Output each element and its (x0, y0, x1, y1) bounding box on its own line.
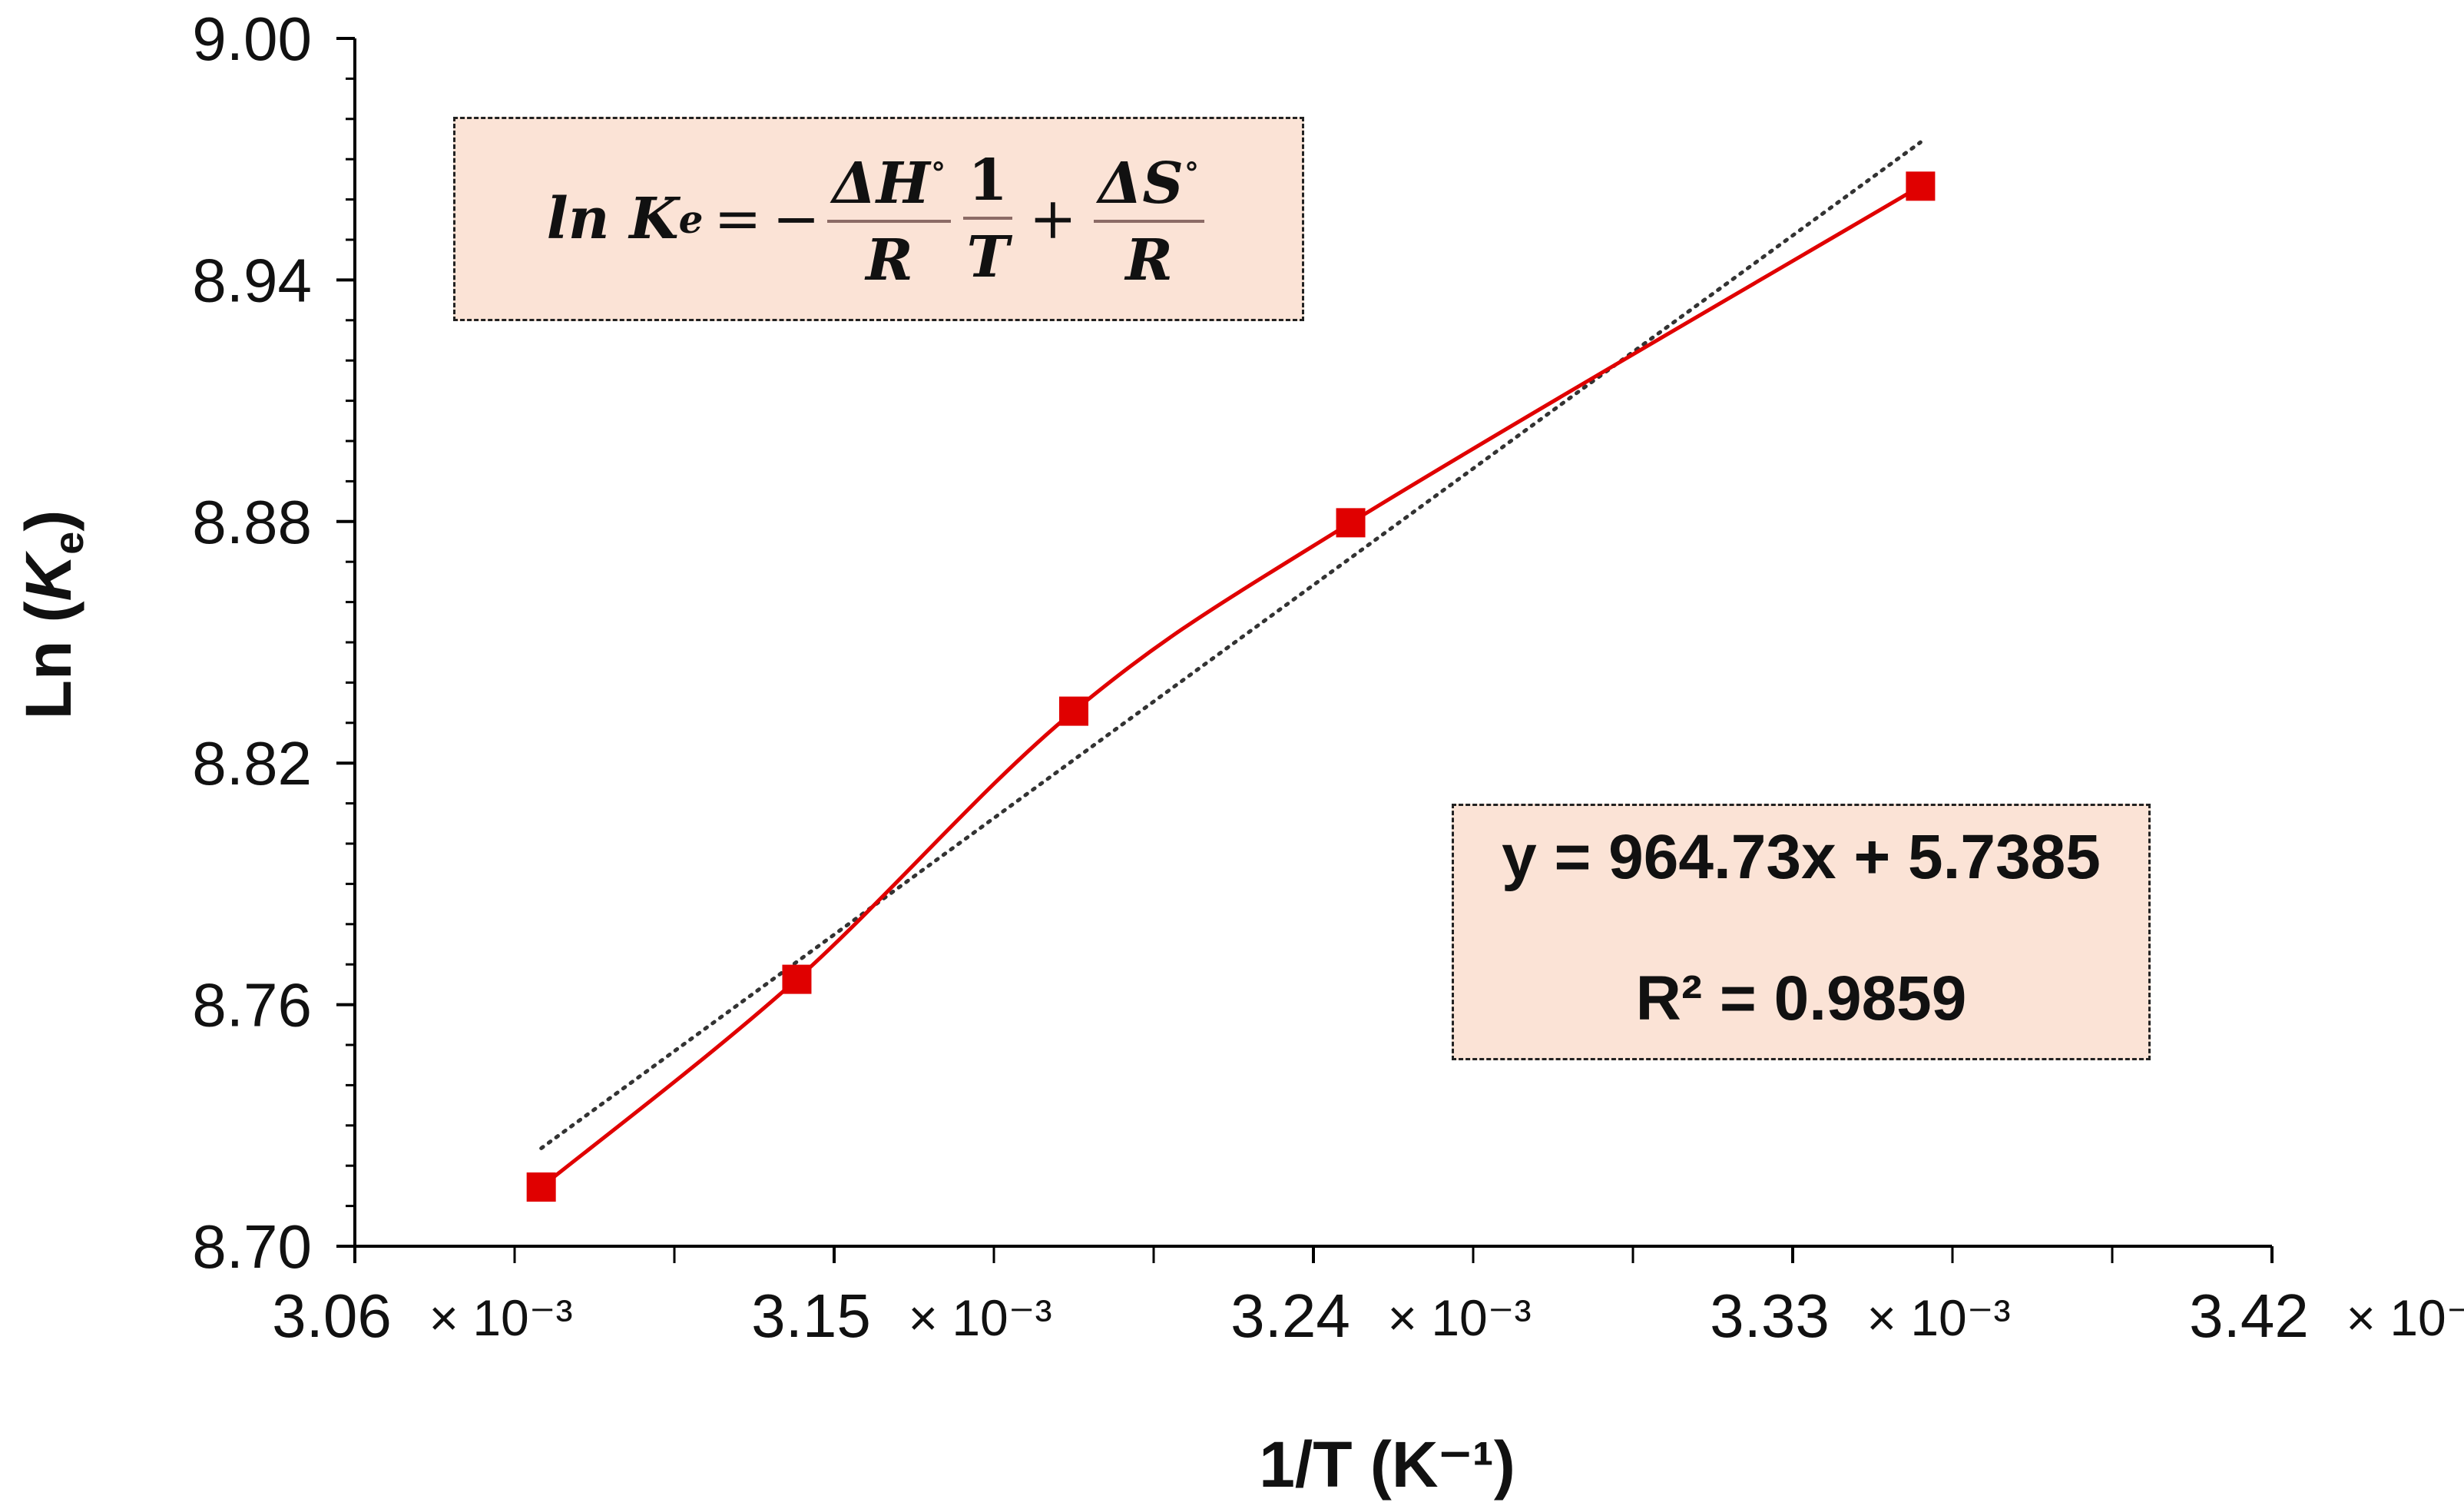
formula-k-sub: e (678, 196, 704, 242)
data-point-marker (1336, 508, 1366, 538)
formula-equals: = (714, 186, 762, 252)
x-tick-exponent-label: × 10⁻³ (1387, 1289, 1531, 1346)
data-point-marker (1906, 171, 1936, 201)
y-label-sub: e (46, 532, 92, 555)
series-line (540, 184, 1922, 1189)
x-tick-label: 3.06 (272, 1282, 392, 1350)
x-tick-exponent-label: × 10⁻³ (908, 1289, 1052, 1346)
formula-one: 1 (963, 152, 1012, 220)
formula-ds: ΔS (1098, 151, 1184, 217)
x-tick-exponent-label: × 10⁻³ (2346, 1289, 2464, 1346)
trendline (539, 140, 1923, 1150)
y-tick-label: 8.76 (192, 971, 312, 1040)
formula-ds-den: R (1125, 227, 1173, 294)
y-label-close: ) (12, 510, 84, 532)
ticks (336, 37, 2274, 1263)
y-label-var: K (12, 550, 84, 601)
y-label-main: Ln ( (12, 601, 84, 719)
data-point-marker (526, 1172, 556, 1202)
x-axis-label: 1/T (K⁻¹) (1259, 1428, 1515, 1501)
formula-plus: + (1028, 186, 1077, 252)
y-tick-label: 8.82 (192, 729, 312, 798)
formula-entropy-fraction: ΔS∘ R (1093, 146, 1205, 294)
data-point-marker (1059, 696, 1088, 726)
linear-fit-trendline (539, 140, 1923, 1150)
y-tick-label: 8.70 (192, 1212, 312, 1281)
series (540, 184, 1922, 1189)
r-squared: R² = 0.9859 (1635, 963, 1967, 1033)
formula-t: T (966, 224, 1009, 290)
fit-equation: y = 964.73x + 5.7385 (1502, 822, 2101, 892)
data-point-marker (782, 964, 812, 994)
y-tick-label: 9.00 (192, 5, 312, 73)
formula-dh-den: R (866, 227, 913, 294)
x-tick-exponent-label: × 10⁻³ (1866, 1289, 2010, 1346)
x-tick-label: 3.33 (1710, 1282, 1830, 1350)
formula-k: K (629, 186, 679, 252)
formula-dh-degree: ∘ (929, 146, 947, 185)
formula-minus: − (772, 186, 820, 252)
x-tick-label: 3.24 (1230, 1282, 1350, 1350)
formula-ln: ln (546, 186, 610, 252)
y-tick-label: 8.94 (192, 246, 312, 314)
y-tick-label: 8.88 (192, 488, 312, 556)
formula-inverse-t-fraction: 1 T (963, 152, 1012, 286)
x-tick-label: 3.42 (2189, 1282, 2309, 1350)
markers (526, 171, 1936, 1202)
x-tick-exponent-label: × 10⁻³ (429, 1289, 572, 1346)
x-tick-label: 3.15 (751, 1282, 871, 1350)
fit-box: y = 964.73x + 5.7385 R² = 0.9859 (1452, 804, 2151, 1060)
tick-labels: 8.70 8.76 8.82 8.88 8.94 9.00 3.06 × 10⁻³ 3.15 × … (192, 5, 2464, 1350)
formula-dh: ΔH (832, 151, 930, 217)
formula-enthalpy-fraction: ΔH∘ R (827, 146, 952, 294)
y-axis-label: Ln (Ke) (12, 510, 92, 720)
formula-ds-degree: ∘ (1183, 146, 1201, 185)
